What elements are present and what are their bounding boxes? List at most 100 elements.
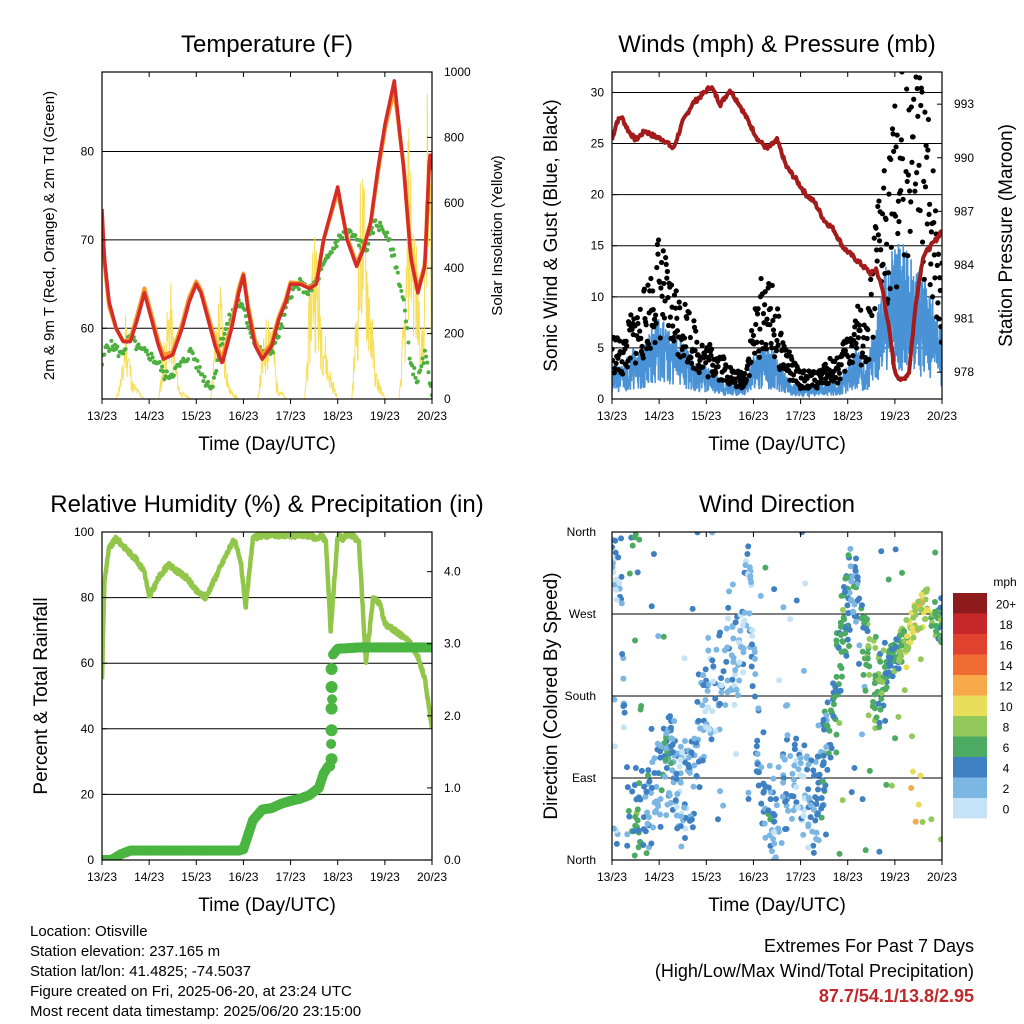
gust-point xyxy=(835,366,841,372)
y2-tick-label: 993 xyxy=(954,97,974,111)
gust-point xyxy=(825,380,831,386)
direction-point xyxy=(802,580,809,587)
gust-point xyxy=(899,156,906,162)
gust-point xyxy=(647,345,653,351)
direction-point xyxy=(635,794,642,801)
direction-point xyxy=(643,788,650,795)
direction-point xyxy=(645,767,652,774)
direction-point xyxy=(618,573,625,580)
direction-point xyxy=(818,814,825,821)
dewpoint-point xyxy=(115,344,120,349)
dewpoint-point xyxy=(190,351,195,356)
direction-point xyxy=(938,836,942,843)
direction-point xyxy=(807,802,814,809)
y-tick-label: 15 xyxy=(591,239,605,253)
extremes-title: Extremes For Past 7 Days xyxy=(763,936,974,956)
x-tick-label: 18/23 xyxy=(833,870,863,884)
direction-point xyxy=(933,628,940,635)
dewpoint-point xyxy=(211,375,216,380)
gust-point xyxy=(849,343,855,349)
dewpoint-point xyxy=(334,244,339,249)
gust-point xyxy=(932,275,938,281)
direction-point xyxy=(612,696,618,703)
direction-point xyxy=(769,848,776,855)
x-tick-label: 16/23 xyxy=(228,870,258,884)
dewpoint-point xyxy=(399,288,404,293)
y-tick-label: 60 xyxy=(81,321,95,335)
direction-point xyxy=(878,690,885,697)
gust-point xyxy=(891,148,897,155)
direction-point xyxy=(717,788,724,795)
gust-point xyxy=(655,251,661,257)
direction-point xyxy=(691,735,698,742)
gust-point xyxy=(771,332,777,338)
direction-point xyxy=(847,545,854,552)
direction-point xyxy=(865,643,872,650)
direction-point xyxy=(761,820,768,827)
gust-point xyxy=(655,237,662,243)
gust-point xyxy=(628,312,634,318)
direction-point xyxy=(651,769,658,776)
gust-point xyxy=(759,339,765,345)
direction-point xyxy=(673,804,680,811)
gust-point xyxy=(868,276,874,283)
gust-point xyxy=(937,287,942,294)
x-tick-label: 16/23 xyxy=(738,409,768,423)
gust-point xyxy=(881,185,887,191)
direction-point xyxy=(820,716,827,723)
direction-point xyxy=(674,825,681,832)
direction-point xyxy=(827,754,834,761)
direction-point xyxy=(866,663,873,670)
direction-point xyxy=(770,775,777,782)
dewpoint-point xyxy=(144,348,149,353)
gust-point xyxy=(752,350,758,356)
dewpoint-point xyxy=(220,341,225,346)
gust-point xyxy=(654,264,660,271)
direction-point xyxy=(706,726,713,733)
dewpoint-point xyxy=(426,370,431,375)
direction-point xyxy=(795,804,802,811)
extremes-subtitle: (High/Low/Max Wind/Total Precipitation) xyxy=(654,961,974,981)
dewpoint-point xyxy=(194,365,199,370)
direction-point xyxy=(872,633,879,640)
direction-point xyxy=(712,695,719,702)
gust-point xyxy=(876,238,883,244)
direction-point xyxy=(710,678,717,685)
dewpoint-point xyxy=(197,365,202,370)
direction-point xyxy=(856,642,863,649)
y-tick-label: West xyxy=(569,607,597,621)
elevation-text: Station elevation: 237.165 m xyxy=(30,943,221,960)
direction-point xyxy=(830,701,837,708)
gust-point xyxy=(924,221,930,227)
direction-point xyxy=(757,592,764,599)
dewpoint-point xyxy=(394,265,399,270)
direction-point xyxy=(910,614,917,621)
gust-point xyxy=(884,241,890,247)
direction-point xyxy=(753,743,760,750)
direction-point xyxy=(803,753,810,760)
direction-point xyxy=(831,694,838,701)
gust-point xyxy=(750,332,757,339)
gust-point xyxy=(875,203,881,210)
direction-point xyxy=(793,735,800,742)
y-tick-label: 40 xyxy=(81,722,95,736)
gust-point xyxy=(703,360,709,366)
dewpoint-point xyxy=(136,342,141,347)
gust-point xyxy=(638,335,644,341)
y-tick-label: 70 xyxy=(81,233,95,247)
direction-point xyxy=(762,834,769,841)
direction-point xyxy=(818,795,825,802)
direction-point xyxy=(612,743,619,750)
humidity-frame xyxy=(101,531,433,861)
direction-point xyxy=(666,791,673,798)
direction-point xyxy=(655,632,662,639)
direction-point xyxy=(909,624,916,631)
direction-point xyxy=(859,796,866,803)
direction-point xyxy=(937,604,942,611)
temperature-ylabel: 2m & 9m T (Red, Orange) & 2m Td (Green) xyxy=(41,91,58,380)
gust-point xyxy=(645,341,652,347)
direction-point xyxy=(694,698,701,705)
legend-label: 12 xyxy=(999,679,1013,693)
direction-point xyxy=(871,680,878,687)
